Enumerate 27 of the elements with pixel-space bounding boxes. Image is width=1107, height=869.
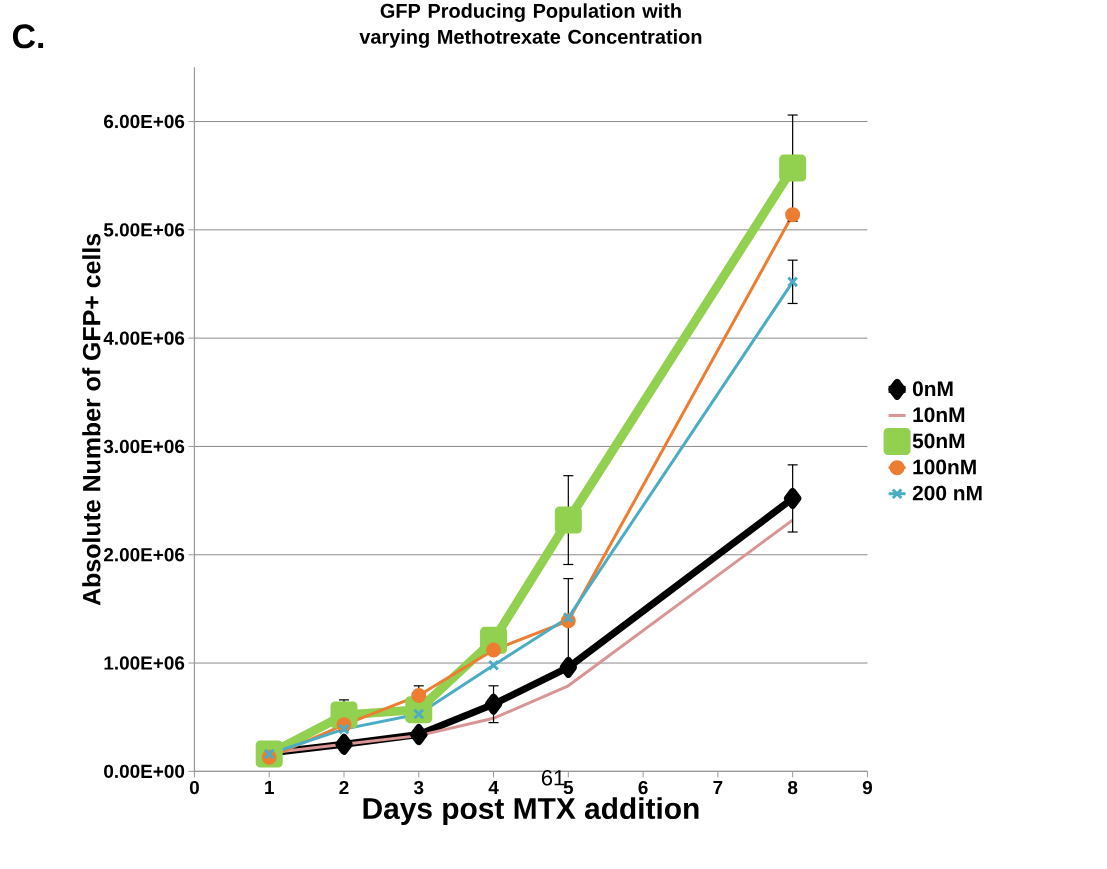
chart-title: GFP Producing Population with varying Methotrexate Concentration [359,3,702,48]
y-tick-label: 1.00E+06 [104,656,185,670]
y-tick-label: 0.00E+00 [104,764,185,779]
legend-label: 50nM [912,433,965,449]
x-tick-label: 9 [862,780,872,795]
x-axis-title: Days post MTX addition [363,797,699,826]
y-axis-title: Absolute Number of GFP+ cells [82,233,101,606]
x-tick-label: 6 [638,780,648,795]
text: C. [12,24,44,49]
y-tick-label: 4.00E+06 [103,331,185,345]
x-tick-label: 4 [488,780,499,794]
y-tick-label: 2.00E+06 [103,548,185,562]
x-tick-label: 1 [265,780,274,794]
y-tick-label: 6.00E+06 [104,114,185,129]
legend-label: 0nM [912,381,953,397]
annotation: 61 [541,770,565,786]
x-tick-label: 2 [339,780,349,795]
x-tick-label: 7 [713,780,723,794]
y-tick-label: 3.00E+06 [103,439,185,454]
x-tick-label: 8 [787,780,798,795]
legend-label: 100nM [913,459,976,475]
legend-label: 200 nM [912,485,982,501]
x-tick-label: 0 [189,780,199,795]
legend-label: 10nM [913,407,965,423]
x-tick-label: 3 [413,780,424,795]
y-tick-label: 5.00E+06 [103,223,185,237]
x-tick-label: 5 [563,780,574,795]
